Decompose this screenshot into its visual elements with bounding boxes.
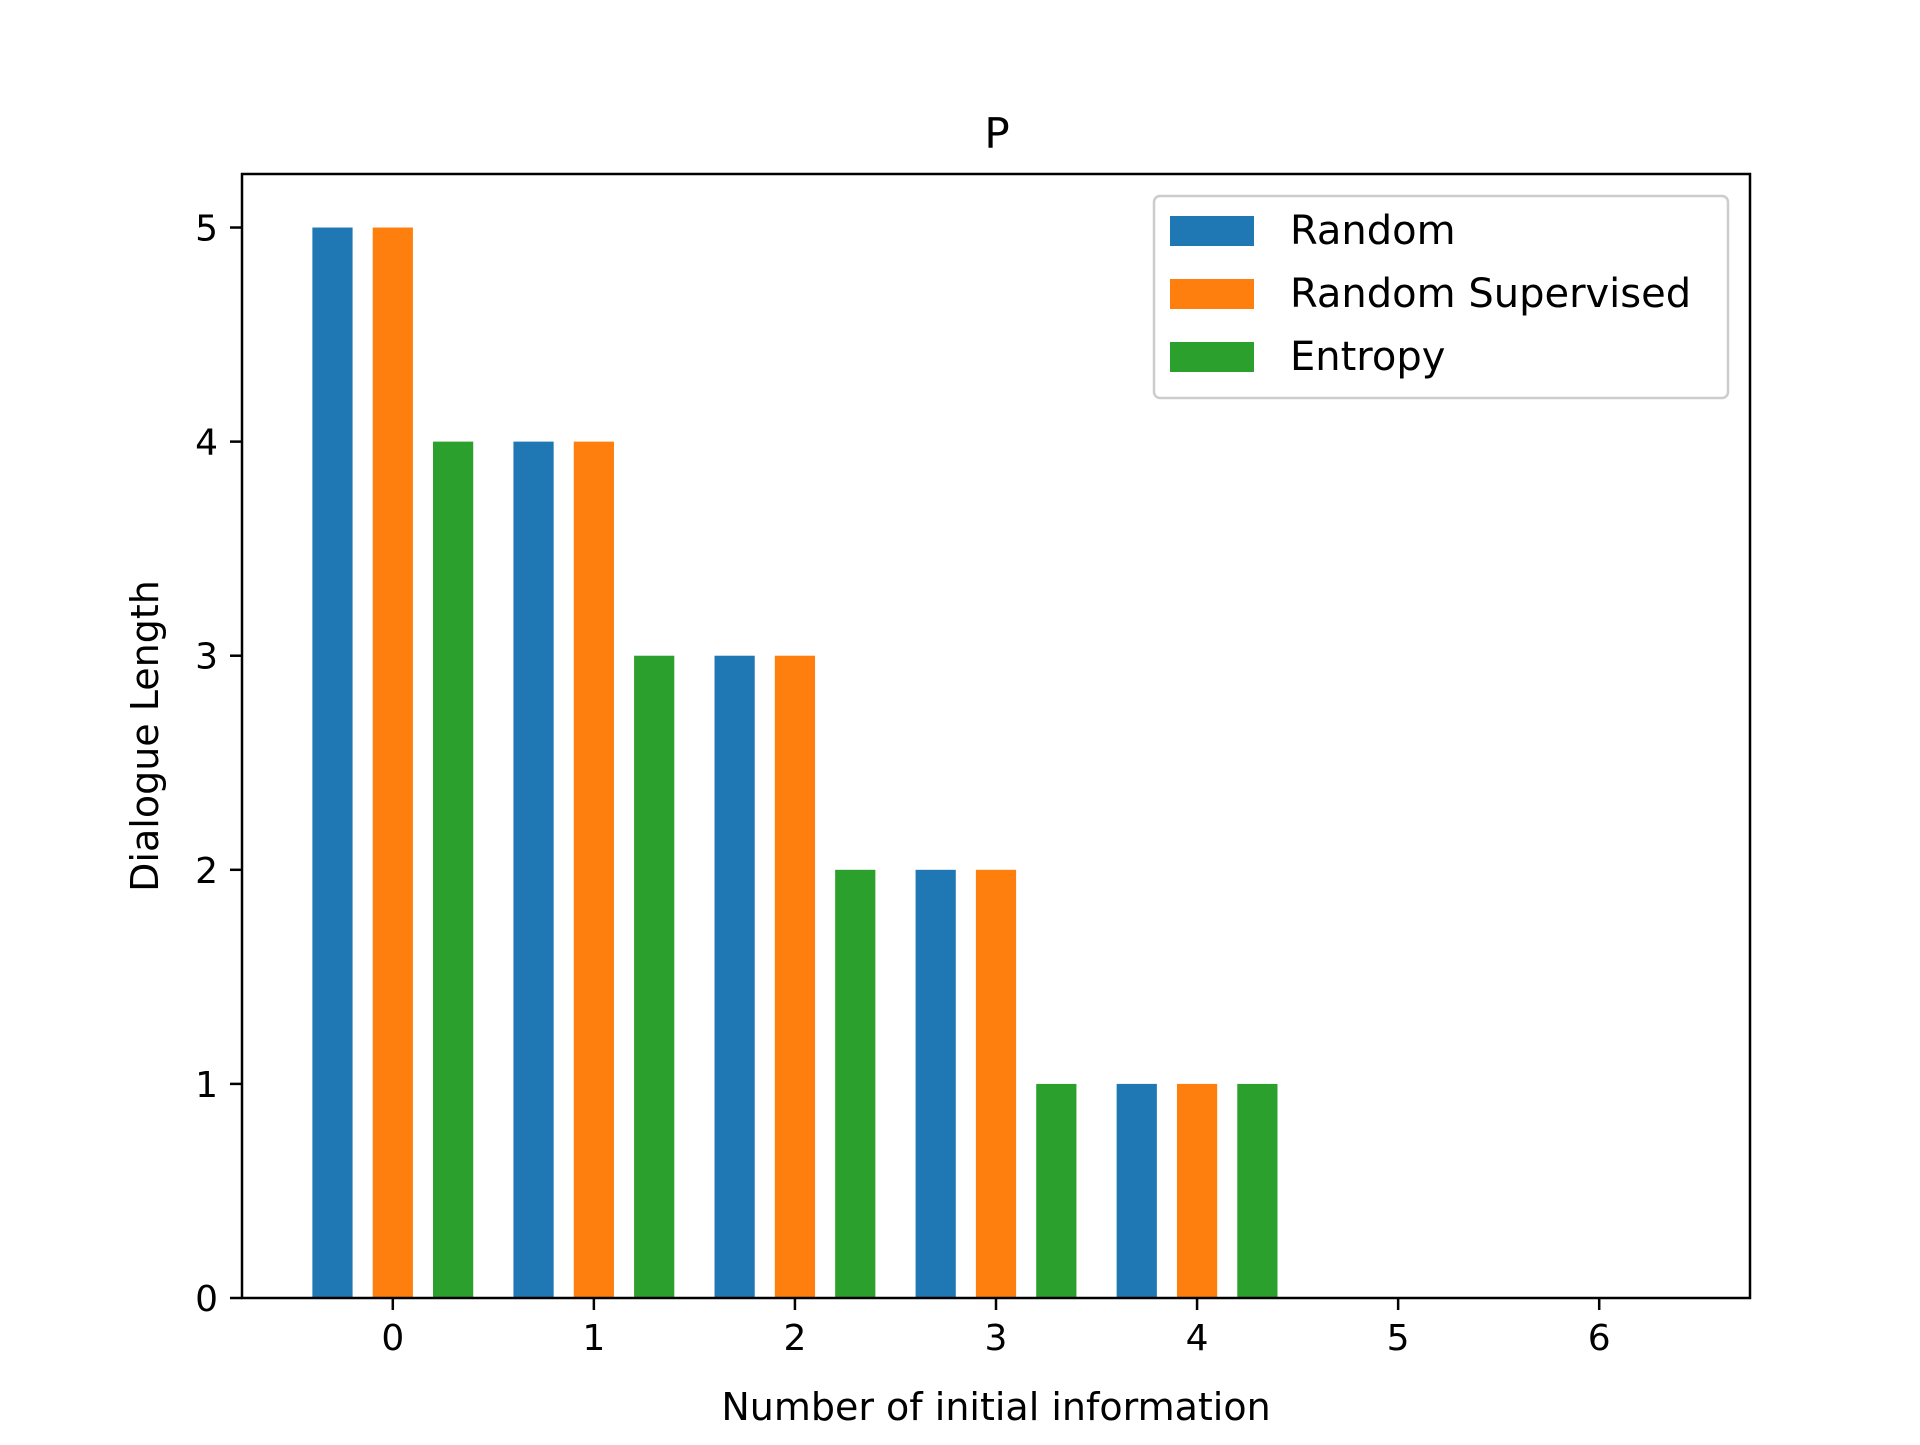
legend-label-random: Random bbox=[1290, 208, 1456, 254]
y-axis-label: Dialogue Length bbox=[123, 580, 167, 892]
legend-box bbox=[1152, 194, 1730, 400]
bar-entropy-3 bbox=[1036, 1083, 1077, 1298]
legend: Random Random Supervised Entropy bbox=[1152, 194, 1730, 400]
legend-swatch-random bbox=[1170, 216, 1254, 246]
bar-entropy-0 bbox=[433, 441, 474, 1299]
legend-label-entropy: Entropy bbox=[1290, 334, 1445, 380]
y-tick-label: 2 bbox=[195, 851, 218, 892]
bar-random-2 bbox=[714, 655, 755, 1298]
bar-random-supervised-0 bbox=[372, 227, 413, 1298]
x-tick-label: 2 bbox=[783, 1318, 806, 1359]
bar-random-0 bbox=[312, 227, 353, 1298]
bar-random-supervised-1 bbox=[573, 441, 614, 1299]
y-tick-label: 1 bbox=[195, 1065, 218, 1106]
x-tick-label: 3 bbox=[985, 1318, 1008, 1359]
y-tick-label: 3 bbox=[195, 637, 218, 678]
bar-random-4 bbox=[1116, 1083, 1157, 1298]
bar-random-1 bbox=[513, 441, 554, 1299]
bar-entropy-1 bbox=[634, 655, 675, 1298]
x-tick-label: 5 bbox=[1387, 1318, 1410, 1359]
y-tick-label: 0 bbox=[195, 1279, 218, 1320]
x-axis-label: Number of initial information bbox=[721, 1385, 1270, 1429]
x-tick-label: 0 bbox=[381, 1318, 404, 1359]
bar-random-supervised-2 bbox=[774, 655, 816, 1298]
x-tick-label: 6 bbox=[1588, 1318, 1611, 1359]
bar-entropy-2 bbox=[835, 869, 876, 1298]
legend-swatch-entropy bbox=[1170, 342, 1254, 372]
legend-label-random-supervised: Random Supervised bbox=[1290, 271, 1691, 317]
y-tick-label: 4 bbox=[195, 423, 218, 464]
y-tick-label: 5 bbox=[195, 209, 218, 250]
chart-title: P bbox=[984, 109, 1009, 158]
bar-random-supervised-3 bbox=[975, 869, 1017, 1298]
x-tick-label: 1 bbox=[582, 1318, 605, 1359]
bar-random-3 bbox=[915, 869, 956, 1298]
x-axis: 0 1 2 3 4 5 6 bbox=[381, 1298, 1611, 1359]
bar-entropy-4 bbox=[1237, 1083, 1278, 1298]
y-axis: 0 1 2 3 4 5 bbox=[195, 209, 242, 1320]
legend-swatch-random-supervised bbox=[1170, 279, 1254, 309]
bars-layer bbox=[312, 227, 1278, 1299]
bar-random-supervised-4 bbox=[1176, 1083, 1218, 1298]
x-tick-label: 4 bbox=[1186, 1318, 1209, 1359]
